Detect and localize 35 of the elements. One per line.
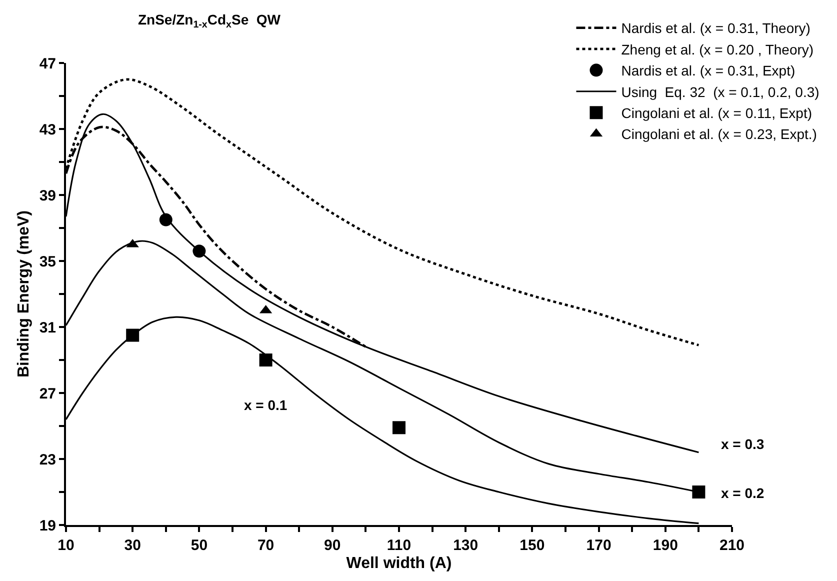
legend-label: Zheng et al. (x = 0.20 , Theory): [621, 41, 814, 58]
y-tick-label: 39: [39, 187, 56, 204]
annotation: x = 0.2: [721, 485, 764, 501]
x-tick-label: 10: [58, 537, 74, 554]
y-tick-label: 19: [39, 517, 56, 534]
x-tick-label: 130: [453, 537, 478, 554]
y-tick-label: 31: [39, 319, 56, 336]
y-tick-label: 47: [39, 55, 56, 72]
legend-label: Nardis et al. (x = 0.31, Theory): [621, 20, 810, 36]
legend-label: Cingolani et al. (x = 0.11, Expt): [621, 105, 812, 122]
y-tick-label: 35: [39, 253, 56, 270]
x-tick-label: 70: [257, 537, 274, 554]
point: [692, 486, 706, 498]
point: [259, 354, 272, 366]
x-tick-label: 90: [324, 537, 341, 554]
point: [126, 328, 140, 342]
y-axis-title: Binding Energy (meV): [16, 210, 33, 378]
x-tick-label: 210: [719, 537, 745, 554]
y-tick-label: 27: [39, 385, 56, 402]
x-tick-label: 110: [386, 537, 412, 554]
x-tick-label: 190: [652, 537, 678, 554]
y-tick-label: 23: [39, 451, 56, 468]
x-tick-label: 30: [124, 537, 141, 554]
annotation: x = 0.3: [721, 436, 764, 452]
x-axis-title: Well width (A): [346, 555, 452, 572]
legend-label: Nardis et al. (x = 0.31, Expt): [621, 62, 796, 79]
legend-label: Using Eq. 32 (x = 0.1, 0.2, 0.3): [621, 84, 820, 100]
point: [392, 421, 406, 434]
chart-title: ZnSe/Zn$_{1-x}$Cd$_{x}$Se QW: [138, 11, 282, 30]
x-tick-label: 50: [190, 537, 208, 554]
x-tick-label: 150: [520, 537, 545, 554]
x-tick-label: 170: [586, 537, 612, 554]
y-tick-label: 43: [39, 121, 56, 138]
legend-label: Cingolani et al. (x = 0.23, Expt.): [621, 126, 817, 142]
annotation: x = 0.1: [244, 397, 288, 413]
